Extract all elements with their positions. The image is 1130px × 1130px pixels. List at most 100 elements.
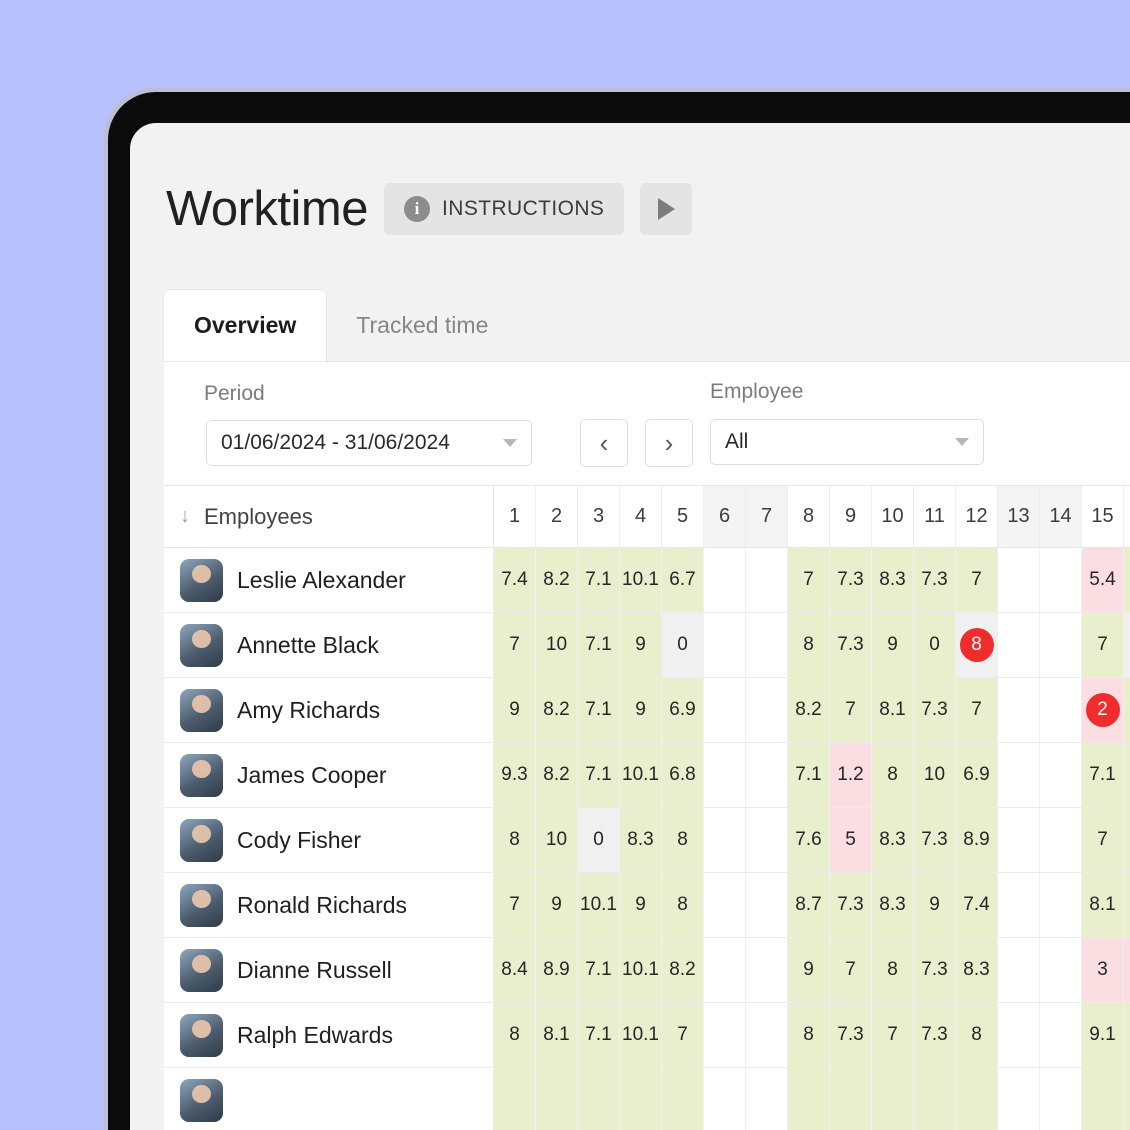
worktime-cell-day-5[interactable]: 0 — [662, 613, 704, 677]
worktime-cell-day-4[interactable]: 10.1 — [620, 938, 662, 1002]
worktime-cell-day-11[interactable]: 7.3 — [914, 938, 956, 1002]
worktime-cell-day-6[interactable] — [704, 548, 746, 612]
worktime-cell-day-10[interactable]: 8.3 — [872, 873, 914, 937]
worktime-cell-day-16[interactable] — [1124, 1068, 1130, 1130]
employee-name-cell[interactable]: James Cooper — [164, 743, 494, 807]
worktime-cell-day-11[interactable]: 7.3 — [914, 548, 956, 612]
worktime-cell-day-2[interactable]: 8.9 — [536, 938, 578, 1002]
worktime-cell-day-5[interactable]: 7 — [662, 1003, 704, 1067]
worktime-cell-day-16[interactable]: 7 — [1124, 808, 1130, 872]
day-header-1[interactable]: 1 — [494, 486, 536, 547]
worktime-cell-day-13[interactable] — [998, 808, 1040, 872]
worktime-cell-day-8[interactable]: 7.1 — [788, 743, 830, 807]
worktime-cell-day-6[interactable] — [704, 873, 746, 937]
worktime-cell-day-5[interactable] — [662, 1068, 704, 1130]
worktime-cell-day-15[interactable]: 7 — [1082, 808, 1124, 872]
worktime-cell-day-5[interactable]: 8.2 — [662, 938, 704, 1002]
worktime-cell-day-11[interactable]: 9 — [914, 873, 956, 937]
worktime-cell-day-5[interactable]: 6.8 — [662, 743, 704, 807]
worktime-cell-day-10[interactable]: 8.1 — [872, 678, 914, 742]
worktime-cell-day-13[interactable] — [998, 548, 1040, 612]
worktime-cell-day-9[interactable]: 7.3 — [830, 873, 872, 937]
worktime-cell-day-4[interactable]: 9 — [620, 873, 662, 937]
worktime-cell-day-6[interactable] — [704, 938, 746, 1002]
worktime-cell-day-9[interactable]: 1.2 — [830, 743, 872, 807]
day-header-15[interactable]: 15 — [1082, 486, 1124, 547]
worktime-cell-day-9[interactable] — [830, 1068, 872, 1130]
worktime-cell-day-2[interactable]: 10 — [536, 808, 578, 872]
worktime-cell-day-9[interactable]: 7 — [830, 938, 872, 1002]
day-header-10[interactable]: 10 — [872, 486, 914, 547]
day-header-13[interactable]: 13 — [998, 486, 1040, 547]
worktime-cell-day-15[interactable]: 8.1 — [1082, 873, 1124, 937]
worktime-cell-day-12[interactable]: 8 — [956, 1003, 998, 1067]
employee-select[interactable]: All — [710, 419, 984, 465]
worktime-cell-day-3[interactable] — [578, 1068, 620, 1130]
worktime-cell-day-13[interactable] — [998, 873, 1040, 937]
worktime-cell-day-10[interactable]: 7 — [872, 1003, 914, 1067]
worktime-cell-day-14[interactable] — [1040, 1068, 1082, 1130]
tab-tracked-time[interactable]: Tracked time — [326, 290, 518, 361]
worktime-cell-day-12[interactable]: 8.9 — [956, 808, 998, 872]
worktime-cell-day-11[interactable]: 7.3 — [914, 1003, 956, 1067]
worktime-cell-day-7[interactable] — [746, 743, 788, 807]
worktime-cell-day-3[interactable]: 7.1 — [578, 613, 620, 677]
worktime-cell-day-13[interactable] — [998, 743, 1040, 807]
worktime-cell-day-13[interactable] — [998, 1068, 1040, 1130]
worktime-cell-day-5[interactable]: 6.7 — [662, 548, 704, 612]
worktime-cell-day-1[interactable]: 9.3 — [494, 743, 536, 807]
worktime-cell-day-8[interactable]: 7.6 — [788, 808, 830, 872]
worktime-cell-day-16[interactable] — [1124, 743, 1130, 807]
worktime-cell-day-2[interactable]: 10 — [536, 613, 578, 677]
worktime-cell-day-7[interactable] — [746, 938, 788, 1002]
worktime-cell-day-10[interactable]: 8 — [872, 938, 914, 1002]
worktime-cell-day-1[interactable]: 7 — [494, 613, 536, 677]
worktime-cell-day-16[interactable]: 9 — [1124, 1003, 1130, 1067]
worktime-cell-day-12[interactable]: 7.4 — [956, 873, 998, 937]
worktime-cell-day-9[interactable]: 7.3 — [830, 613, 872, 677]
worktime-cell-day-4[interactable]: 9 — [620, 678, 662, 742]
employee-name-cell[interactable]: Cody Fisher — [164, 808, 494, 872]
worktime-cell-day-11[interactable]: 7.3 — [914, 808, 956, 872]
worktime-cell-day-1[interactable]: 8.4 — [494, 938, 536, 1002]
employee-name-cell[interactable] — [164, 1068, 494, 1130]
worktime-cell-day-8[interactable]: 8.7 — [788, 873, 830, 937]
day-header-4[interactable]: 4 — [620, 486, 662, 547]
worktime-cell-day-6[interactable] — [704, 743, 746, 807]
worktime-cell-day-13[interactable] — [998, 1003, 1040, 1067]
worktime-cell-day-6[interactable] — [704, 1068, 746, 1130]
worktime-cell-day-13[interactable] — [998, 938, 1040, 1002]
instructions-button[interactable]: i INSTRUCTIONS — [384, 183, 625, 235]
worktime-cell-day-10[interactable]: 8.3 — [872, 548, 914, 612]
worktime-cell-day-15[interactable] — [1082, 1068, 1124, 1130]
play-button[interactable] — [640, 183, 693, 235]
worktime-cell-day-14[interactable] — [1040, 743, 1082, 807]
worktime-cell-day-15[interactable]: 9.1 — [1082, 1003, 1124, 1067]
worktime-cell-day-12[interactable]: 8.3 — [956, 938, 998, 1002]
worktime-cell-day-15[interactable]: 3 — [1082, 938, 1124, 1002]
worktime-cell-day-1[interactable] — [494, 1068, 536, 1130]
worktime-cell-day-16[interactable]: 8 — [1124, 678, 1130, 742]
worktime-cell-day-12[interactable]: 7 — [956, 548, 998, 612]
worktime-cell-day-15[interactable]: 5.4 — [1082, 548, 1124, 612]
worktime-cell-day-1[interactable]: 8 — [494, 1003, 536, 1067]
worktime-cell-day-6[interactable] — [704, 1003, 746, 1067]
worktime-cell-day-4[interactable]: 9 — [620, 613, 662, 677]
worktime-cell-day-5[interactable]: 8 — [662, 808, 704, 872]
worktime-cell-day-14[interactable] — [1040, 548, 1082, 612]
worktime-cell-day-7[interactable] — [746, 808, 788, 872]
worktime-cell-day-6[interactable] — [704, 678, 746, 742]
worktime-cell-day-4[interactable]: 8.3 — [620, 808, 662, 872]
worktime-cell-day-15[interactable]: 7.1 — [1082, 743, 1124, 807]
worktime-cell-day-1[interactable]: 9 — [494, 678, 536, 742]
worktime-cell-day-4[interactable] — [620, 1068, 662, 1130]
worktime-cell-day-8[interactable] — [788, 1068, 830, 1130]
worktime-cell-day-3[interactable]: 7.1 — [578, 743, 620, 807]
period-select[interactable]: 01/06/2024 - 31/06/2024 — [206, 420, 532, 466]
worktime-cell-day-14[interactable] — [1040, 1003, 1082, 1067]
worktime-cell-day-5[interactable]: 6.9 — [662, 678, 704, 742]
worktime-cell-day-8[interactable]: 8 — [788, 1003, 830, 1067]
worktime-cell-day-12[interactable] — [956, 1068, 998, 1130]
worktime-cell-day-4[interactable]: 10.1 — [620, 743, 662, 807]
worktime-cell-day-3[interactable]: 7.1 — [578, 1003, 620, 1067]
